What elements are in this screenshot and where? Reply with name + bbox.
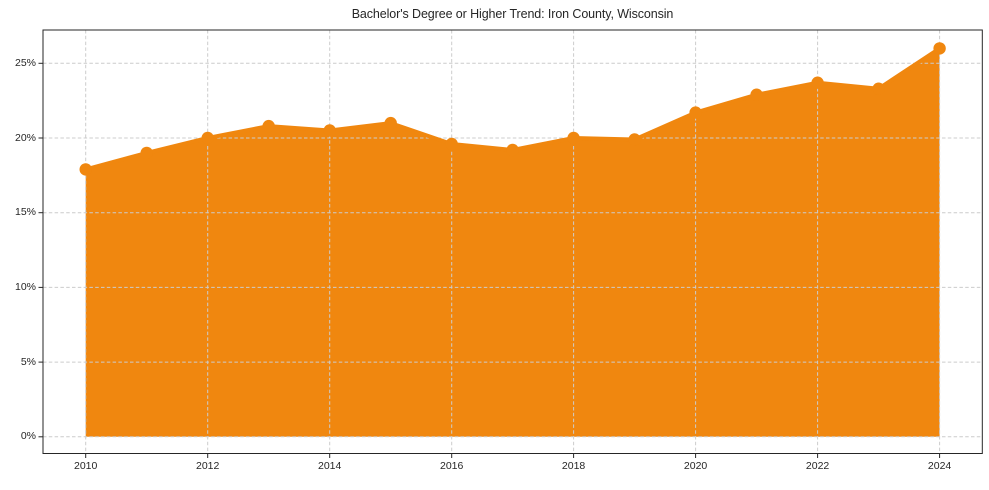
plot-border bbox=[42, 29, 983, 454]
data-point-2016 bbox=[445, 137, 458, 151]
data-point-2022 bbox=[811, 76, 824, 89]
y-tick-label: 15% bbox=[14, 206, 36, 219]
x-tick-label: 2012 bbox=[196, 460, 220, 472]
area-fill bbox=[85, 48, 940, 437]
data-point-2013 bbox=[262, 119, 275, 133]
data-point-2014 bbox=[323, 124, 336, 137]
data-point-2019 bbox=[628, 133, 641, 146]
x-tick-label: 2014 bbox=[318, 460, 342, 472]
y-tick-label: 10% bbox=[14, 280, 36, 293]
data-point-2011 bbox=[140, 146, 153, 160]
data-point-2024 bbox=[933, 42, 946, 55]
data-point-2010 bbox=[79, 163, 92, 176]
x-tick-label: 2020 bbox=[683, 460, 708, 472]
x-tick-label: 2022 bbox=[805, 460, 830, 472]
y-tick-label: 5% bbox=[20, 355, 36, 368]
data-point-2021 bbox=[750, 88, 763, 101]
chart-title: Bachelor's Degree or Higher Trend: Iron … bbox=[351, 7, 674, 21]
y-tick-label: 20% bbox=[14, 131, 36, 144]
data-point-2015 bbox=[384, 116, 397, 130]
data-point-2012 bbox=[201, 131, 214, 145]
data-point-2017 bbox=[506, 143, 519, 157]
y-tick-label: 0% bbox=[20, 430, 36, 443]
x-tick-label: 2018 bbox=[561, 460, 586, 472]
data-point-2018 bbox=[567, 131, 580, 145]
data-point-2023 bbox=[872, 82, 885, 95]
x-tick-label: 2024 bbox=[927, 460, 952, 472]
y-tick-label: 25% bbox=[14, 56, 36, 69]
x-tick-label: 2016 bbox=[440, 460, 464, 472]
x-tick-label: 2010 bbox=[74, 460, 98, 472]
data-point-2020 bbox=[689, 106, 702, 119]
